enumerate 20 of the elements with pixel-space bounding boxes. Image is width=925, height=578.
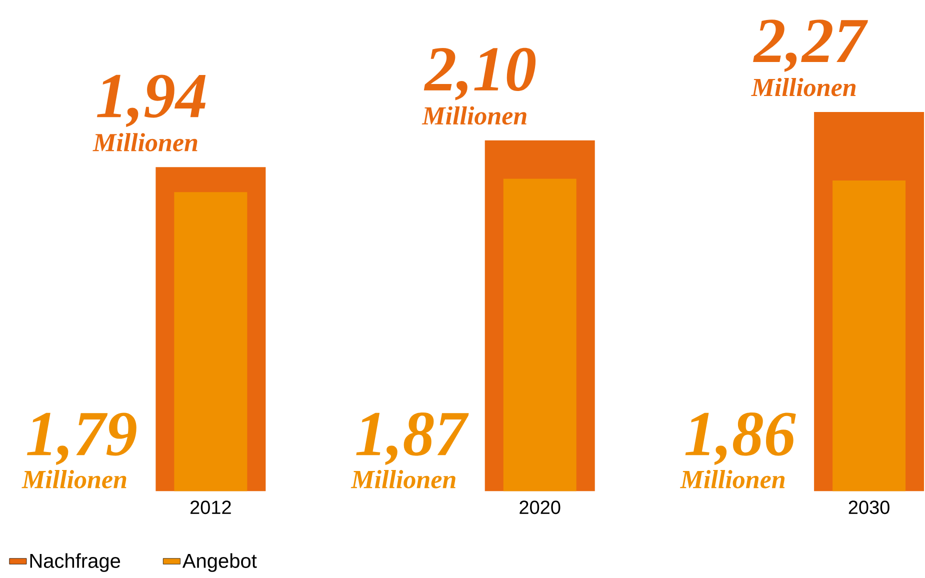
annotation: Millionen [680,470,785,488]
bar [832,180,906,492]
annotation: Millionen [92,133,198,152]
annotation: 1,87 [356,412,469,465]
bar [503,178,576,492]
legend-label: Angebot [182,553,257,572]
annotation: 1,86 [685,412,796,465]
data-label: 1,94 [96,74,206,127]
bar [174,192,248,492]
legend-label: Nachfrage [30,553,120,572]
annotation: 1,79 [26,412,136,465]
data-label: 2,27 [753,20,868,72]
x-tick-label: 2030 [848,500,890,514]
annotation: Millionen [751,78,856,96]
x-tick-label: 2012 [190,500,231,514]
annotation: Millionen [350,470,456,488]
x-tick-label: 2020 [520,500,560,514]
data-label: 2,10 [424,48,536,100]
annotation: Millionen [422,106,526,125]
annotation: Millionen [22,470,126,488]
